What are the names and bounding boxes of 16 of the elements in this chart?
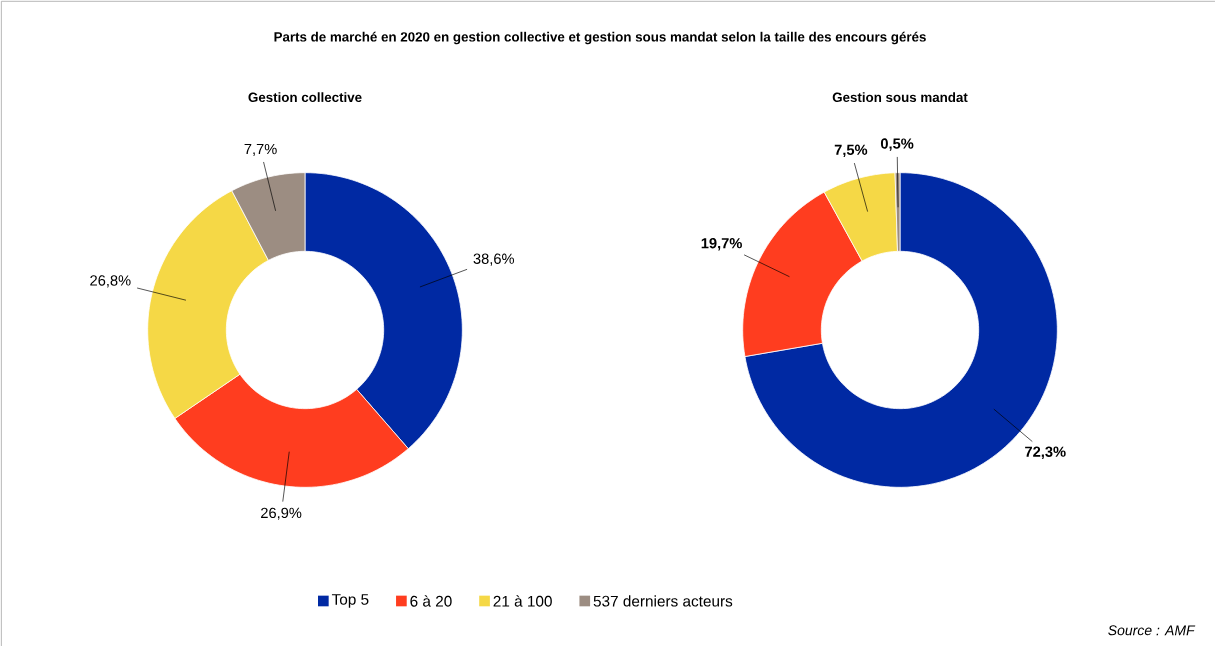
data-label: 72,3% <box>1025 446 1066 460</box>
text: Source : AMF <box>1108 625 1196 636</box>
data-label: 19,7% <box>701 238 742 251</box>
data-label: 26,8% <box>90 275 131 288</box>
legend-label: 537 derniers acteurs <box>593 595 733 607</box>
chart-title: Gestion sous mandat <box>832 92 968 103</box>
legend-label: 21 à 100 <box>493 595 552 607</box>
data-label: 38,6% <box>473 253 515 266</box>
data-label: 7,7% <box>244 143 277 156</box>
chart-subtitle: Gestion collective <box>248 92 362 103</box>
data-label: 7,5% <box>834 144 868 158</box>
legend-label: Top 5 <box>331 594 369 608</box>
legend-label: 6 à 20 <box>410 595 452 607</box>
chart-title: Parts de marché en 2020 en gestion collective et gestion sous mandat selon la taille des encours gérés <box>274 31 926 45</box>
data-label: 0,5% <box>880 138 914 151</box>
data-label: 26,9% <box>261 507 302 520</box>
